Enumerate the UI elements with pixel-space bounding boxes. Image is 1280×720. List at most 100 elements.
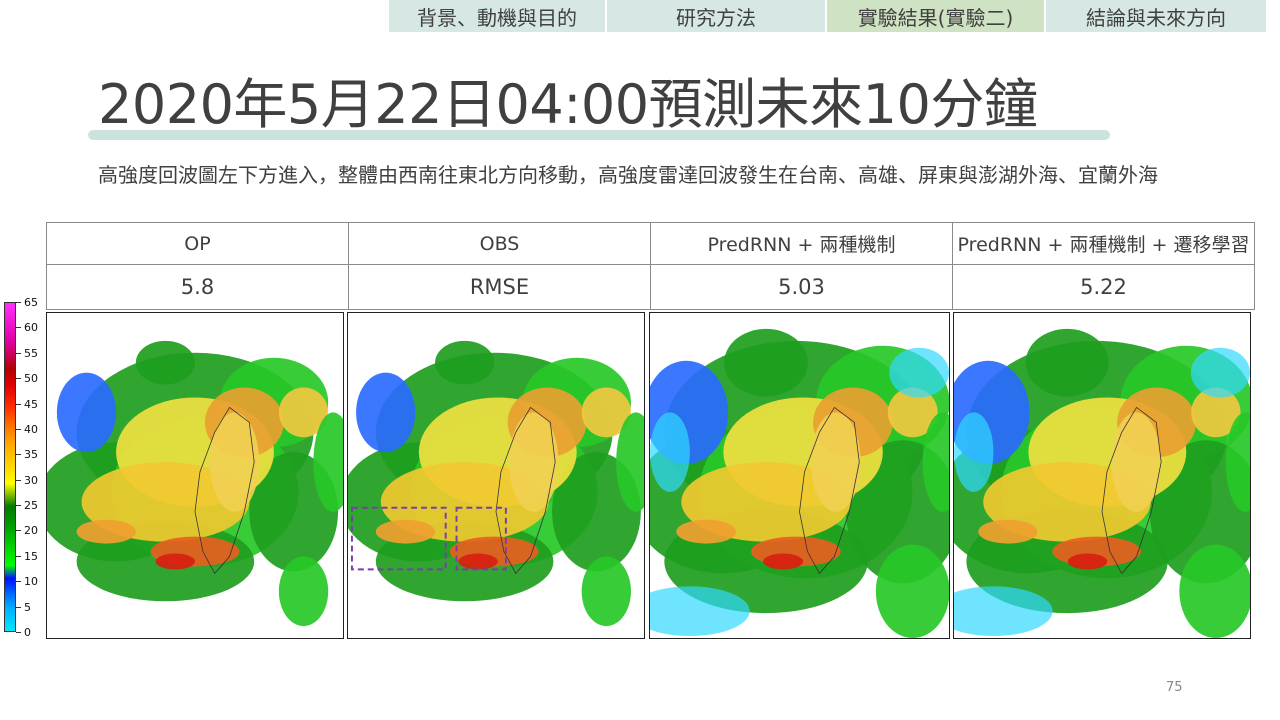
header-cell-predrnn: PredRNN + 兩種機制 [650,222,953,265]
echo-region [1067,553,1108,570]
echo-region [1191,387,1241,438]
colorbar-tick [16,403,21,405]
highlight-box [455,506,507,571]
nav-tab-results[interactable]: 實驗結果(實驗二) [827,0,1046,32]
colorbar-label: 10 [24,575,38,589]
echo-region [875,544,949,638]
echo-region [278,556,329,627]
echo-region [681,462,851,542]
colorbar-label: 65 [24,296,38,309]
dbz-colorbar [4,302,16,632]
taiwan-outline [1101,406,1162,575]
radar-panel-obs [347,312,645,639]
echo-region [135,340,195,385]
echo-region [435,340,495,385]
nav-tab-conclusion[interactable]: 結論與未來方向 [1046,0,1266,32]
echo-region [56,372,117,453]
echo-region [1025,328,1109,397]
echo-fringe [954,586,1053,637]
echo-region [1111,412,1161,512]
table-value-row: 5.8 RMSE 5.03 5.22 [46,264,1255,310]
colorbar-tick [16,302,21,303]
colorbar-tick [16,428,21,430]
taiwan-outline [194,406,255,575]
echo-region [278,387,329,438]
echo-region [458,553,498,570]
colorbar-tick [16,454,21,456]
radar-panel-predrnn-transfer [953,312,1251,639]
taiwan-outline [799,406,860,575]
echo-region [922,412,949,512]
colorbar-tick [16,479,21,481]
echo-region [1225,412,1250,512]
slide-description: 高強度回波圖左下方進入，整體由西南往東北方向移動，高強度雷達回波發生在台南、高雄… [98,163,1158,187]
echo-region [763,553,804,570]
nav-tab-background[interactable]: 背景、動機與目的 [389,0,607,32]
colorbar-tick [16,530,21,532]
colorbar-tick [16,505,21,507]
echo-region [810,412,861,512]
header-cell-obs: OBS [348,222,651,265]
value-cell-predrnn-transfer: 5.22 [952,264,1255,310]
colorbar-tick [16,606,21,608]
colorbar-label: 45 [24,397,38,411]
echo-fringe [889,347,949,398]
echo-region [581,556,631,627]
echo-region [356,372,416,453]
page-number: 75 [1166,680,1183,695]
radar-map [348,340,644,627]
echo-region [581,387,631,438]
header-cell-op: OP [46,222,349,265]
echo-region [155,553,195,570]
radar-map [650,328,949,638]
colorbar-tick [16,555,21,557]
echo-region [983,462,1151,542]
echo-region [616,412,644,512]
radar-map [47,340,343,627]
header-cell-predrnn-transfer: PredRNN + 兩種機制 + 遷移學習 [952,222,1255,265]
echo-region [209,412,260,512]
slide-title: 2020年5月22日04:00預測未來10分鐘 [98,73,1038,136]
colorbar-label: 60 [24,321,38,335]
radar-panel-op [46,312,344,639]
value-cell-obs: RMSE [348,264,651,310]
echo-fringe [650,586,750,637]
echo-region [81,462,250,542]
radar-map [954,328,1250,638]
title-underline [88,130,1110,140]
echo-fringe [954,412,994,492]
echo-fringe [1190,347,1250,398]
value-cell-op: 5.8 [46,264,349,310]
table-header-row: OP OBS PredRNN + 兩種機制 PredRNN + 兩種機制 + 遷… [46,222,1255,265]
colorbar-label: 15 [24,549,38,563]
colorbar-label: 35 [24,448,38,462]
echo-region [724,328,808,397]
colorbar-tick [16,327,21,329]
comparison-table: OP OBS PredRNN + 兩種機制 PredRNN + 兩種機制 + 遷… [46,222,1255,310]
colorbar-label: 55 [24,346,38,360]
echo-region [978,519,1038,544]
echo-fringe [650,412,690,492]
echo-region [375,519,436,544]
echo-region [887,387,938,438]
echo-region [676,519,737,544]
echo-region [1179,544,1250,638]
colorbar-tick [16,352,21,354]
colorbar-tick [16,581,21,583]
colorbar-tick [16,632,21,633]
taiwan-outline [495,406,556,575]
colorbar-label: 50 [24,372,38,386]
value-cell-predrnn: 5.03 [650,264,953,310]
colorbar-label: 30 [24,473,38,487]
colorbar-label: 0 [24,626,31,639]
radar-panel-predrnn [649,312,950,639]
colorbar-label: 40 [24,422,38,436]
colorbar-label: 25 [24,499,38,513]
colorbar-label: 20 [24,524,38,538]
echo-region [509,412,559,512]
section-nav: 背景、動機與目的 研究方法 實驗結果(實驗二) 結論與未來方向 [389,0,1266,32]
echo-region [76,519,136,544]
colorbar-tick [16,378,21,380]
colorbar-label: 5 [24,600,31,614]
nav-tab-method[interactable]: 研究方法 [607,0,827,32]
